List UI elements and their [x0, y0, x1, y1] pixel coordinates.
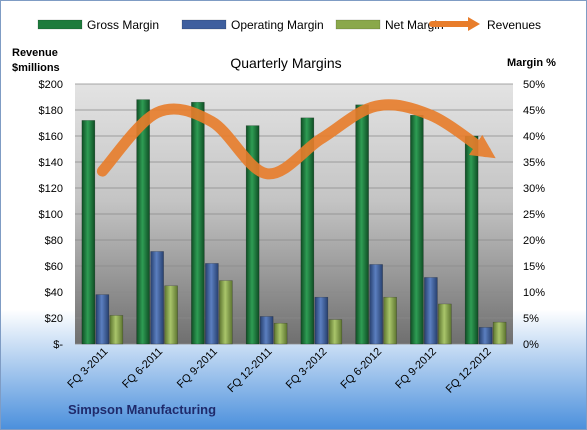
gross-margin-bar: [136, 99, 150, 345]
gross-margin-bar: [410, 114, 424, 345]
right-axis-ticks: 0% 5% 10% 15% 20% 25% 30% 35% 40% 45% 50%: [523, 79, 545, 351]
left-tick-label: $-: [53, 339, 63, 351]
right-tick-label: 35%: [523, 157, 545, 169]
right-tick-label: 5%: [523, 313, 539, 325]
net-margin-bar: [219, 280, 233, 345]
legend-label: Gross Margin: [87, 18, 159, 32]
net-margin-bar: [273, 322, 288, 345]
company-name: Simpson Manufacturing: [68, 402, 216, 417]
gross-margin-bar: [464, 135, 479, 345]
left-tick-label: $100: [39, 209, 63, 221]
right-tick-label: 40%: [523, 131, 545, 143]
left-tick-label: $160: [39, 131, 63, 143]
operating-margin-bar: [369, 264, 383, 345]
revenue-line-group: [96, 99, 496, 180]
operating-margin-bar: [424, 277, 438, 345]
gross-margin-bar: [245, 125, 260, 345]
net-margin-bar: [492, 321, 507, 345]
gross-margin-bar: [355, 104, 369, 345]
gross-margin-bar: [300, 117, 315, 345]
left-tick-label: $40: [45, 287, 63, 299]
legend-label: Revenues: [487, 18, 541, 32]
legend-label: Operating Margin: [231, 18, 324, 32]
right-axis-title: Margin %: [507, 57, 556, 69]
right-tick-label: 10%: [523, 287, 545, 299]
right-tick-label: 30%: [523, 183, 545, 195]
net-margin-bar: [328, 319, 343, 345]
right-tick-label: 25%: [523, 209, 545, 221]
right-tick-label: 20%: [523, 235, 545, 247]
gross-margin-bar: [81, 120, 96, 345]
net-margin-bar: [383, 296, 397, 345]
legend-swatch: [181, 19, 227, 30]
net-margin-bar: [164, 285, 178, 345]
bar-series-group: [81, 99, 507, 345]
left-axis-title-line1: Revenue: [12, 47, 58, 59]
left-tick-label: $140: [39, 157, 63, 169]
legend-arrow: [468, 17, 480, 31]
left-axis-ticks: $- $20 $40 $60 $80 $100 $120 $140 $160 $180 $200: [39, 79, 64, 351]
legend: Gross Margin Operating Margin Net Margin Re…: [37, 17, 541, 32]
chart-title: Quarterly Margins: [230, 55, 341, 71]
left-tick-label: $20: [45, 313, 63, 325]
gross-margin-bar: [191, 101, 205, 345]
operating-margin-bar: [95, 294, 110, 345]
right-tick-label: 50%: [523, 79, 545, 91]
operating-margin-bar: [205, 263, 219, 345]
legend-swatch: [37, 19, 83, 30]
operating-margin-bar: [478, 327, 493, 345]
net-margin-bar: [109, 315, 124, 345]
operating-margin-bar: [259, 316, 274, 345]
right-tick-label: 15%: [523, 261, 545, 273]
legend-label: Net Margin: [385, 18, 444, 32]
right-tick-label: 45%: [523, 105, 545, 117]
operating-margin-bar: [150, 251, 164, 345]
operating-margin-bar: [314, 296, 329, 345]
left-axis-title-line2: $millions: [12, 62, 60, 74]
net-margin-bar: [438, 303, 452, 345]
right-tick-label: 0%: [523, 339, 539, 351]
left-tick-label: $200: [39, 79, 63, 91]
left-tick-label: $120: [39, 183, 63, 195]
left-tick-label: $60: [45, 261, 63, 273]
left-tick-label: $180: [39, 105, 63, 117]
left-tick-label: $80: [45, 235, 63, 247]
revenues-line: [96, 99, 496, 180]
legend-swatch: [335, 19, 381, 30]
